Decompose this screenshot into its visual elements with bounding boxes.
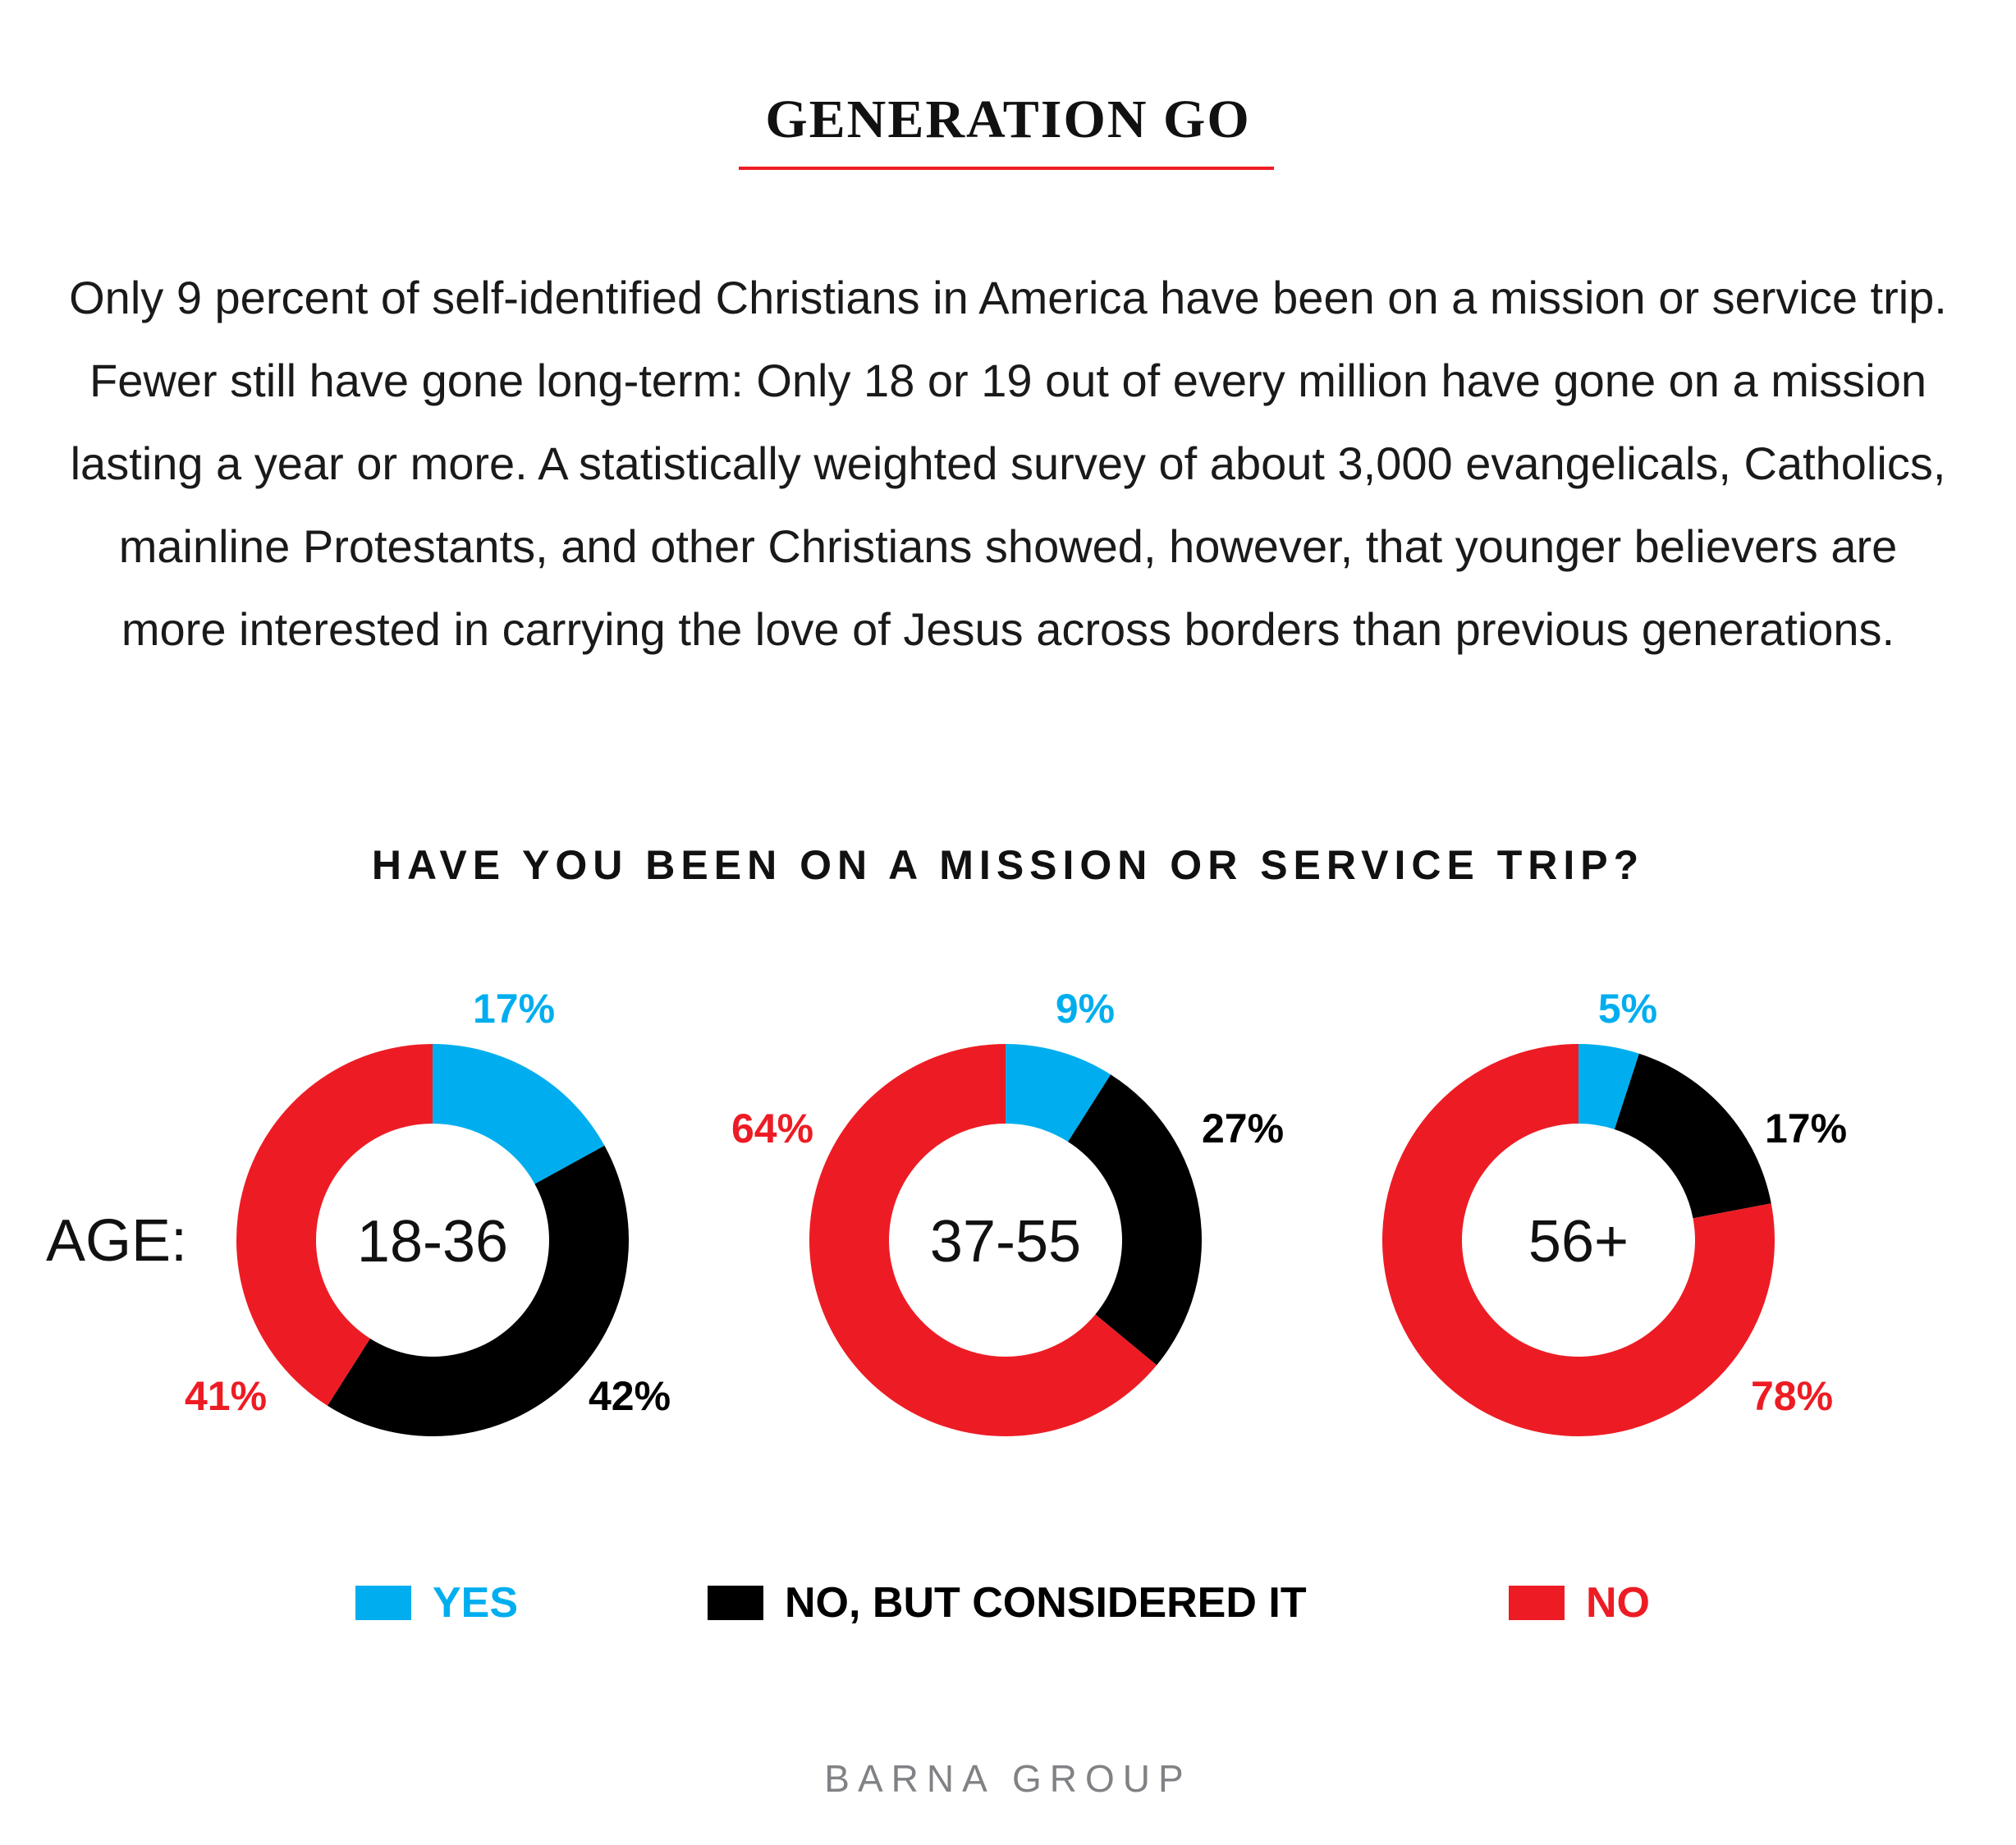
data-label: 78% bbox=[1751, 1373, 1833, 1419]
donut-segment-56+-0 bbox=[1578, 1044, 1639, 1129]
donut-center-label: 56+ bbox=[1528, 1209, 1629, 1275]
donut-segment-18-36-2 bbox=[236, 1044, 433, 1406]
title-underline bbox=[739, 167, 1274, 170]
data-label: 17% bbox=[1765, 1106, 1847, 1151]
legend-label: NO, BUT CONSIDERED IT bbox=[785, 1579, 1307, 1627]
chart-title: HAVE YOU BEEN ON A MISSION OR SERVICE TR… bbox=[371, 842, 1645, 888]
donut-segment-37-55-1 bbox=[1068, 1074, 1203, 1366]
donut-segment-37-55-2 bbox=[809, 1044, 1157, 1436]
legend-swatch-considered bbox=[708, 1586, 763, 1620]
legend-swatch-no bbox=[1509, 1586, 1565, 1620]
age-label: AGE: bbox=[46, 1208, 187, 1274]
data-label: 27% bbox=[1202, 1106, 1284, 1151]
data-label: 17% bbox=[473, 986, 555, 1032]
legend-label: YES bbox=[433, 1579, 519, 1627]
legend-item-no: NO bbox=[1509, 1579, 1650, 1627]
donut-segment-56+-2 bbox=[1381, 1044, 1775, 1436]
donut-segment-37-55-0 bbox=[1006, 1044, 1111, 1142]
legend-label: NO bbox=[1586, 1579, 1650, 1627]
data-label: 64% bbox=[731, 1106, 813, 1151]
footer-brand: BARNA GROUP bbox=[824, 1757, 1192, 1800]
page-title: GENERATION GO bbox=[765, 89, 1251, 149]
intro-paragraph: Only 9 percent of self-identified Christ… bbox=[69, 272, 1947, 655]
donut-segment-18-36-1 bbox=[327, 1145, 630, 1437]
data-label: 5% bbox=[1598, 986, 1657, 1032]
legend-swatch-yes bbox=[355, 1586, 411, 1620]
donut-center-label: 37-55 bbox=[930, 1209, 1081, 1275]
donut-center-label: 18-36 bbox=[357, 1209, 508, 1275]
data-label: 9% bbox=[1056, 986, 1115, 1032]
legend-item-considered: NO, BUT CONSIDERED IT bbox=[708, 1579, 1307, 1627]
data-label: 42% bbox=[589, 1373, 671, 1419]
data-label: 41% bbox=[185, 1373, 267, 1419]
donut-segment-18-36-0 bbox=[433, 1044, 605, 1184]
donut-segment-56+-1 bbox=[1614, 1053, 1771, 1219]
legend-item-yes: YES bbox=[355, 1579, 518, 1627]
